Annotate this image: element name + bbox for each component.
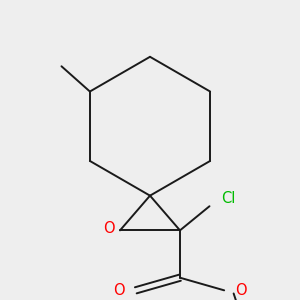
Text: O: O [235, 283, 247, 298]
Text: Cl: Cl [221, 191, 236, 206]
Text: O: O [113, 283, 125, 298]
Text: O: O [103, 221, 115, 236]
